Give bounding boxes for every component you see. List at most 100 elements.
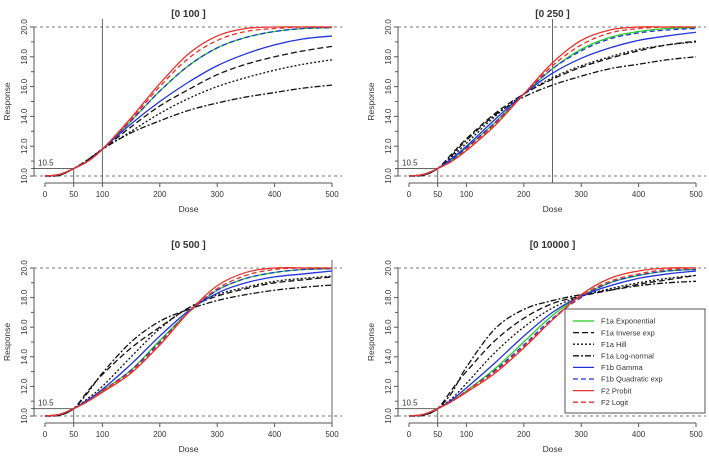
bmr-label: 10.5 [38,399,54,408]
legend-label: F1a Inverse exp [601,328,655,337]
x-tick-label: 300 [575,190,589,199]
series-line-f2-logit [44,26,333,177]
series-line-f1b-gamma [44,35,333,177]
legend-label: F2 Probit [601,386,632,395]
y-tick-label: 16.0 [384,78,393,94]
y-tick-label: 18.0 [384,289,393,305]
x-tick-label: 100 [460,190,474,199]
series-line-f1a-exponential [44,27,333,177]
x-axis-label: Dose [543,204,563,214]
series-line-f1a-hill [44,59,333,177]
series-line-f1a-log-normal [408,280,697,417]
y-tick-label: 12.0 [384,378,393,394]
y-tick-label: 16.0 [20,319,29,335]
series-line-f2-logit [408,26,697,177]
x-tick-label: 300 [211,430,225,439]
x-tick-label: 200 [153,190,167,199]
y-tick-label: 12.0 [384,138,393,154]
x-tick-label: 0 [43,190,48,199]
x-tick-label: 500 [689,430,703,439]
x-tick-label: 50 [433,430,442,439]
series-line-f1a-hill [44,275,333,417]
series-line-f1b-quadratic-exp [44,27,333,177]
x-axis-label: Dose [179,204,199,214]
series-line-f1b-quadratic-exp [44,268,333,417]
x-tick-label: 400 [268,190,282,199]
y-tick-label: 10.0 [384,408,393,424]
y-tick-label: 10.0 [20,408,29,424]
x-tick-label: 200 [517,430,531,439]
y-tick-label: 14.0 [384,348,393,364]
x-tick-label: 400 [632,190,646,199]
x-tick-label: 500 [325,190,339,199]
y-tick-label: 20.0 [20,260,29,276]
x-tick-label: 100 [96,190,110,199]
panel-title: [0 100 ] [171,9,205,20]
y-tick-label: 18.0 [384,48,393,64]
x-tick-label: 500 [689,190,703,199]
x-tick-label: 400 [632,430,646,439]
bmr-label: 10.5 [38,159,54,168]
bmr-label: 10.5 [402,159,418,168]
y-tick-label: 14.0 [20,108,29,124]
y-tick-label: 10.0 [384,168,393,184]
x-tick-label: 500 [325,430,339,439]
legend: F1a Exponential F1a Inverse exp F1a Hill F1… [564,308,706,414]
y-tick-label: 10.0 [20,168,29,184]
panel-1: [0 100 ] 10.0 12.0 14.0 16.0 18.0 20.0 0 50 100 20… [2,9,342,214]
panel-4: [0 10000 ] 10.0 12.0 14.0 16.0 18.0 20.0 0 50 100… [366,240,706,454]
legend-label: F1b Gamma [601,363,644,372]
y-tick-label: 16.0 [20,78,29,94]
y-axis-label: Response [2,82,12,121]
y-axis-label: Response [366,323,376,362]
x-tick-label: 300 [211,190,225,199]
series-line-f1a-log-normal [44,84,333,177]
panel-title: [0 500 ] [171,240,205,251]
panel-2: [0 250 ] 10.0 12.0 14.0 16.0 18.0 20.0 0 50 100 20… [366,9,706,214]
series-line-f2-logit [44,267,333,417]
panel-3: [0 500 ] 10.0 12.0 14.0 16.0 18.0 20.0 0 50 100 20… [2,240,342,454]
series-line-f2-probit [408,267,697,417]
x-tick-label: 50 [69,190,78,199]
y-tick-label: 14.0 [384,108,393,124]
y-tick-label: 12.0 [20,138,29,154]
series-line-f2-logit [408,267,697,417]
legend-box [564,308,706,414]
bmr-label: 10.5 [402,399,418,408]
legend-label: F1a Log-normal [601,352,654,361]
series-line-f1a-inverse-exp [44,276,333,417]
x-tick-label: 0 [407,430,412,439]
x-tick-label: 50 [69,430,78,439]
legend-label: F1b Quadratic exp [601,375,663,384]
x-tick-label: 200 [153,430,167,439]
x-axis-label: Dose [543,444,563,454]
series-line-f1b-gamma [44,270,333,417]
y-tick-label: 16.0 [384,319,393,335]
y-tick-label: 20.0 [20,19,29,35]
x-tick-label: 100 [460,430,474,439]
legend-label: F1a Exponential [601,317,656,326]
legend-label: F2 Logit [601,398,629,407]
y-tick-label: 18.0 [20,48,29,64]
x-tick-label: 100 [96,430,110,439]
y-axis-label: Response [366,82,376,121]
x-tick-label: 400 [268,430,282,439]
x-axis-label: Dose [179,444,199,454]
series-line-f1a-exponential [44,268,333,417]
series-line-f2-probit [44,267,332,417]
legend-label: F1a Hill [601,340,627,349]
y-tick-label: 14.0 [20,348,29,364]
x-tick-label: 0 [407,190,412,199]
y-axis-label: Response [2,323,12,362]
y-tick-label: 20.0 [384,19,393,35]
y-tick-label: 18.0 [20,289,29,305]
series-line-f1a-log-normal [44,284,333,417]
panel-title: [0 10000 ] [530,240,576,251]
x-tick-label: 300 [575,430,589,439]
y-tick-label: 12.0 [20,378,29,394]
series-line-f2-probit [44,26,332,177]
panel-title: [0 250 ] [535,9,569,20]
x-tick-label: 200 [517,190,531,199]
y-tick-label: 20.0 [384,260,393,276]
